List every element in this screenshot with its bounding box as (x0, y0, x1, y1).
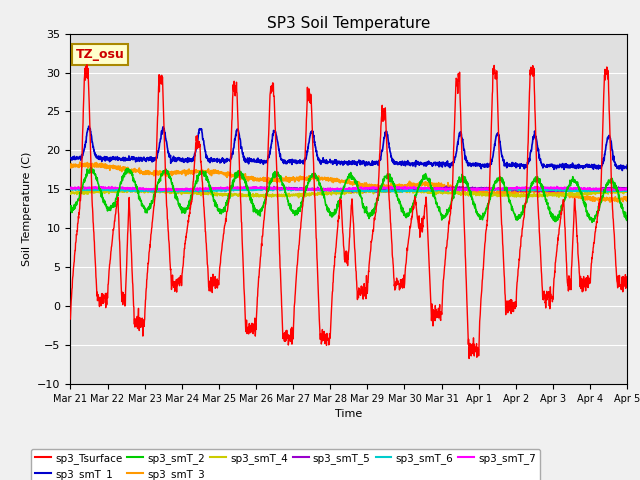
Y-axis label: Soil Temperature (C): Soil Temperature (C) (22, 152, 32, 266)
Text: TZ_osu: TZ_osu (76, 48, 125, 61)
Title: SP3 Soil Temperature: SP3 Soil Temperature (267, 16, 431, 31)
Legend: sp3_Tsurface, sp3_smT_1, sp3_smT_2, sp3_smT_3, sp3_smT_4, sp3_smT_5, sp3_smT_6, : sp3_Tsurface, sp3_smT_1, sp3_smT_2, sp3_… (31, 448, 540, 480)
X-axis label: Time: Time (335, 409, 362, 419)
